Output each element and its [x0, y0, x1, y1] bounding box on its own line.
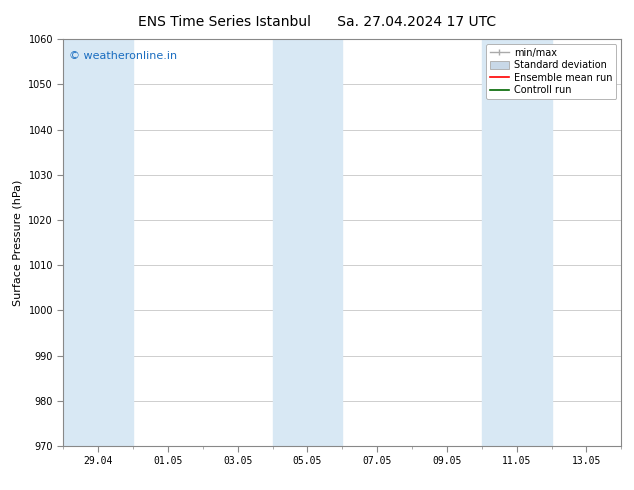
Legend: min/max, Standard deviation, Ensemble mean run, Controll run: min/max, Standard deviation, Ensemble me… [486, 44, 616, 99]
Text: © weatheronline.in: © weatheronline.in [69, 51, 177, 61]
Bar [482, 39, 552, 446]
Y-axis label: Surface Pressure (hPa): Surface Pressure (hPa) [13, 179, 23, 306]
Bar [63, 39, 133, 446]
Text: ENS Time Series Istanbul      Sa. 27.04.2024 17 UTC: ENS Time Series Istanbul Sa. 27.04.2024 … [138, 15, 496, 29]
Bar [273, 39, 342, 446]
